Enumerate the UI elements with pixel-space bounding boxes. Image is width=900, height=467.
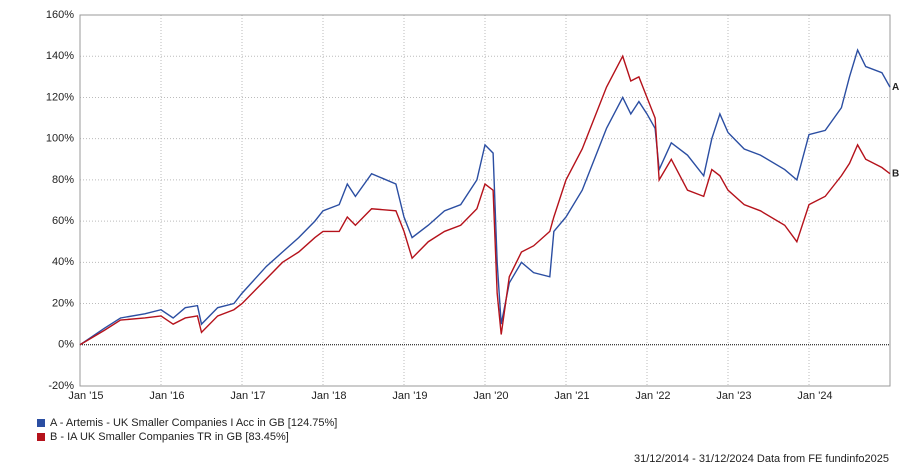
series-line [79, 54, 891, 346]
legend-label: B - IA UK Smaller Companies TR in GB [83… [50, 431, 289, 443]
x-tick-label: Jan '19 [392, 390, 427, 402]
x-tick-label: Jan '17 [230, 390, 265, 402]
y-tick-label: 160% [46, 9, 74, 21]
y-tick-label: 0% [58, 339, 74, 351]
end-label: B [892, 168, 899, 179]
y-tick-label: -20% [48, 380, 74, 392]
legend-swatch [37, 419, 45, 427]
y-tick-label: 140% [46, 50, 74, 62]
y-tick-label: 100% [46, 133, 74, 145]
x-tick-label: Jan '23 [716, 390, 751, 402]
y-tick-label: 40% [52, 256, 74, 268]
plot-border [79, 14, 891, 387]
x-tick-label: Jan '15 [68, 390, 103, 402]
x-tick-label: Jan '22 [635, 390, 670, 402]
footer: 31/12/2014 - 31/12/2024 Data from FE fun… [634, 453, 889, 465]
y-tick-label: 60% [52, 215, 74, 227]
y-tick-label: 20% [52, 297, 74, 309]
series-line [79, 48, 891, 346]
x-tick-label: Jan '18 [311, 390, 346, 402]
x-tick-label: Jan '24 [797, 390, 832, 402]
legend-swatch [37, 433, 45, 441]
x-tick-label: Jan '21 [554, 390, 589, 402]
y-tick-label: 80% [52, 174, 74, 186]
y-tick-label: 120% [46, 91, 74, 103]
legend-label: A - Artemis - UK Smaller Companies I Acc… [50, 417, 337, 429]
end-label: A [892, 82, 899, 93]
x-tick-label: Jan '20 [473, 390, 508, 402]
x-tick-label: Jan '16 [149, 390, 184, 402]
